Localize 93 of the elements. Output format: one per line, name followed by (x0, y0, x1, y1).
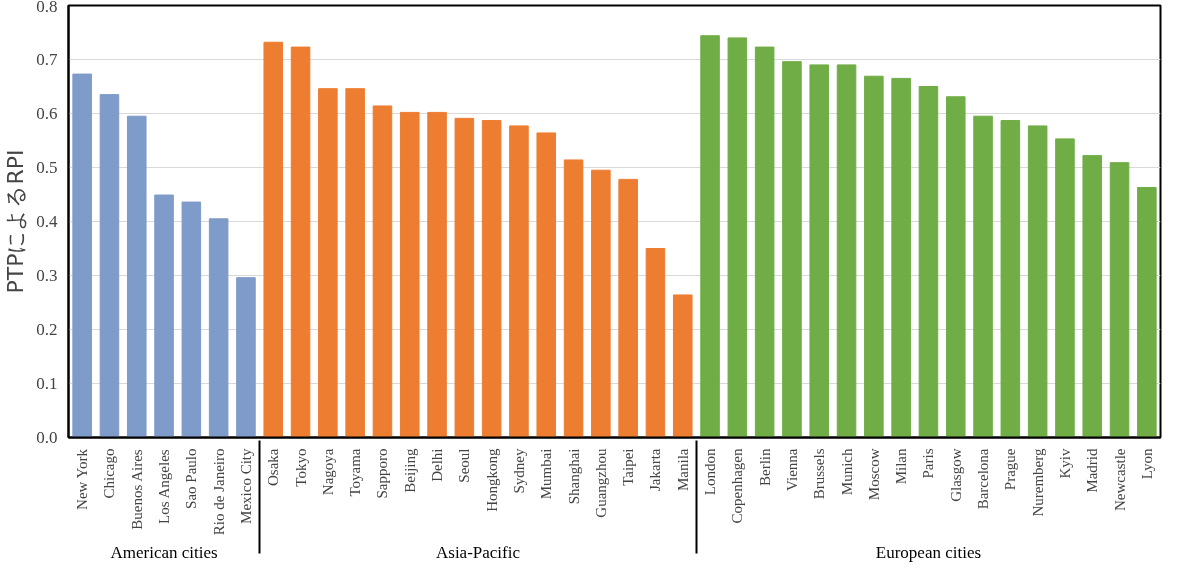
x-tick-label: Delhi (429, 448, 446, 482)
y-tick-label: 0.5 (36, 158, 58, 177)
x-tick-label: Berlin (756, 448, 773, 486)
bar (864, 75, 884, 438)
bar (591, 169, 611, 438)
x-tick-label: Glasgow (947, 448, 964, 502)
bar (181, 201, 202, 438)
x-tick-label: Seoul (456, 448, 473, 483)
bar (918, 86, 939, 438)
x-tick-label: Mumbai (538, 448, 555, 500)
bar (945, 96, 966, 438)
x-tick-label: Beijing (401, 448, 418, 493)
bar (399, 111, 420, 438)
x-tick-label: Barcelona (975, 448, 992, 510)
bar (290, 46, 311, 438)
bar (99, 94, 120, 438)
bar (454, 117, 475, 438)
bar (782, 61, 802, 438)
y-tick-label: 0.0 (36, 428, 58, 447)
bar (1109, 162, 1130, 438)
bar (1027, 125, 1048, 438)
bar (645, 248, 666, 438)
x-tick-label: London (702, 448, 719, 496)
bar (891, 77, 911, 438)
y-tick-label: 0.8 (36, 0, 58, 16)
bar (1082, 155, 1103, 438)
bar (973, 115, 993, 438)
x-tick-label: Milan (893, 448, 910, 485)
x-tick-label: Prague (1002, 448, 1019, 491)
bar (263, 41, 284, 438)
x-tick-label: Nagoya (319, 448, 336, 496)
bar (236, 277, 256, 438)
y-tick-label: 0.2 (36, 320, 58, 339)
x-tick-label: Shanghai (565, 448, 582, 505)
x-tick-label: Moscow (865, 448, 882, 501)
text: Asia-Pacific (435, 543, 521, 563)
bar (208, 218, 229, 438)
bar (481, 120, 502, 438)
bar (727, 37, 748, 438)
bar (809, 64, 830, 438)
x-tick-label: Rio de Janeiro (210, 448, 227, 536)
x-tick-label: Chicago (101, 448, 118, 499)
x-tick-label: Osaka (265, 448, 282, 486)
x-tick-label: New York (74, 448, 91, 510)
bar (427, 111, 447, 438)
x-tick-label: Buenos Aires (128, 449, 145, 530)
y-tick-label: 0.7 (36, 50, 58, 69)
bar (672, 294, 693, 438)
x-tick-label: Guangzhou (592, 448, 609, 518)
x-tick-label: Jakarta (647, 448, 664, 491)
x-tick-label: Paris (920, 448, 937, 479)
x-tick-label: Copenhagen (729, 448, 746, 524)
x-tick-label: Vienna (783, 448, 800, 491)
bar (563, 159, 584, 438)
bar (1055, 138, 1075, 438)
x-tick-label: Lyon (1138, 448, 1155, 480)
y-tick-label: 0.1 (36, 374, 58, 393)
bar (1137, 186, 1157, 438)
y-tick-label: 0.4 (36, 212, 58, 231)
x-tick-label: Sydney (510, 448, 527, 494)
bar (700, 35, 720, 438)
y-axis-title: PTPによるRPI (3, 149, 29, 294)
y-tick-label: 0.6 (36, 104, 58, 123)
text: European cities (875, 543, 982, 563)
bar (1000, 120, 1021, 438)
bar (836, 64, 857, 438)
bar (536, 132, 557, 438)
x-tick-label: Taipei (620, 448, 637, 486)
x-tick-label: Mexico City (237, 448, 254, 524)
x-tick-label: Madrid (1084, 448, 1101, 493)
bar (345, 88, 365, 438)
bar (372, 105, 393, 438)
x-tick-label: Sao Paulo (183, 448, 200, 509)
bar (618, 178, 638, 438)
bar (509, 125, 529, 438)
x-tick-label: Sapporo (374, 448, 391, 499)
x-tick-label: Munich (838, 448, 855, 496)
bar (126, 115, 147, 438)
x-tick-label: Brussels (811, 448, 828, 500)
x-tick-label: Hongkong (483, 448, 500, 512)
text: American cities (110, 543, 218, 563)
x-tick-label: Tokyo (292, 448, 309, 487)
bar (754, 46, 775, 438)
x-tick-label: Newcastle (1111, 448, 1128, 511)
y-tick-label: 0.3 (36, 266, 58, 285)
x-tick-label: Nuremberg (1029, 448, 1046, 517)
x-tick-label: Toyama (347, 448, 364, 497)
x-tick-label: Los Angeles (156, 449, 173, 524)
bar (318, 88, 338, 438)
bar (72, 73, 92, 438)
x-tick-label: Kyiv (1056, 448, 1073, 479)
bar (154, 194, 174, 438)
x-tick-label: Manila (674, 448, 691, 491)
